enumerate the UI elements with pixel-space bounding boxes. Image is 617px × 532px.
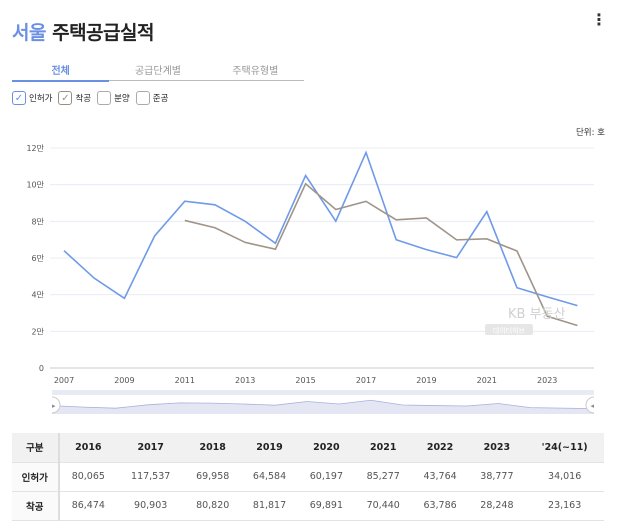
column-header: 2018	[184, 433, 242, 463]
checkbox-icon[interactable]	[97, 91, 112, 105]
table-cell: 28,248	[468, 491, 526, 521]
filter-sale[interactable]: 분양	[97, 91, 130, 105]
table-cell: 64,584	[241, 462, 298, 492]
row-header: 인허가	[12, 462, 60, 492]
watermark-sub: 데이터허브	[493, 326, 526, 335]
table-cell: 60,197	[297, 462, 355, 492]
table-cell: 69,958	[184, 462, 242, 492]
filter-label: 분양	[114, 94, 130, 104]
svg-text:◂▸: ◂▸	[590, 402, 594, 410]
x-tick-label: 2021	[477, 376, 497, 385]
series-line-1	[184, 182, 578, 327]
navigator-handle-left[interactable]: ◂▸	[52, 396, 61, 414]
x-tick-label: 2013	[235, 376, 255, 385]
tab-supply-stage[interactable]: 공급단계별	[134, 66, 181, 77]
filter-label: 준공	[152, 94, 169, 104]
column-header: 2021	[354, 433, 412, 463]
watermark-badge	[485, 324, 533, 335]
series-line-0	[63, 150, 578, 307]
title-text: 주택공급실적	[52, 22, 154, 44]
column-header: 2017	[117, 433, 185, 463]
table-cell: 86,474	[58, 491, 118, 521]
x-tick-label: 2011	[175, 376, 195, 385]
table-header-row: 구분 2016 2017 2018 2019 2020 2021 2022 2023'24(~1…	[12, 433, 604, 463]
row-header: 착공	[12, 491, 60, 521]
column-header: 구분	[12, 433, 60, 463]
y-tick-label: 12만	[26, 144, 44, 153]
navigator-handle-right[interactable]: ◂▸	[585, 396, 594, 414]
table-row: 착공 86,474 90,903 80,820 81,817 69,891 70,440 63…	[12, 491, 604, 521]
column-header: '24(~11)	[525, 433, 604, 463]
column-header: 2016	[58, 433, 118, 463]
y-tick-label: 4만	[32, 291, 45, 300]
table-cell: 80,065	[58, 462, 118, 492]
table-cell: 38,777	[468, 462, 526, 492]
city-name: 서울	[12, 22, 46, 44]
y-tick-label: 10만	[26, 181, 44, 190]
svg-text:◂▸: ◂▸	[52, 402, 56, 410]
table-cell: 70,440	[354, 491, 412, 521]
table-cell: 85,277	[354, 462, 412, 492]
column-header: 2020	[297, 433, 355, 463]
kebab-menu-icon[interactable]: ⋮	[591, 10, 607, 29]
tab-housing-type[interactable]: 주택유형별	[232, 66, 279, 77]
table-cell: 117,537	[117, 462, 185, 492]
x-tick-label: 2023	[537, 376, 557, 385]
x-tick-label: 2015	[295, 376, 315, 385]
filter-label: 착공	[75, 94, 92, 104]
series-filters: ✓ 인허가 ✓ 착공 분양 준공	[12, 91, 168, 105]
table-cell: 90,903	[117, 491, 185, 521]
filter-start[interactable]: ✓ 착공	[58, 91, 91, 105]
x-tick-label: 2007	[54, 376, 74, 385]
filter-complete[interactable]: 준공	[135, 91, 169, 105]
table-cell: 63,786	[411, 491, 469, 521]
table-row: 인허가 80,065 117,537 69,958 64,584 60,197 85,277…	[12, 462, 604, 492]
x-tick-label: 2009	[114, 376, 134, 385]
column-header: 2022	[411, 433, 469, 463]
data-table: 구분 2016 2017 2018 2019 2020 2021 2022 2023'24(~1…	[12, 433, 604, 521]
tab-all[interactable]: 전체	[12, 62, 110, 82]
table-cell: 69,891	[297, 491, 355, 521]
line-chart: 0 2만 4만 6만 8만 10만 12만 2007 2009 2011 2013 2015 2017 2…	[26, 144, 594, 385]
x-tick-label: 2017	[356, 376, 376, 385]
y-tick-label: 0	[39, 364, 44, 373]
watermark: KB 부동산	[508, 307, 565, 322]
page-title: 서울 주택공급실적	[12, 18, 154, 45]
filter-label: 인허가	[29, 94, 53, 104]
column-header: 2019	[241, 433, 298, 463]
range-navigator[interactable]: ◂▸ ◂▸	[52, 390, 594, 414]
x-tick-label: 2019	[416, 376, 436, 385]
y-tick-label: 2만	[32, 327, 45, 336]
table-cell: 43,764	[411, 462, 469, 492]
checkbox-checked-icon[interactable]: ✓	[12, 91, 26, 105]
filter-permit[interactable]: ✓ 인허가	[12, 91, 52, 105]
unit-label: 단위: 호	[575, 128, 605, 138]
table-cell: 80,820	[184, 491, 242, 521]
table-cell: 23,163	[525, 491, 604, 521]
y-tick-label: 6만	[32, 254, 45, 263]
column-header: 2023	[468, 433, 526, 463]
checkbox-icon[interactable]	[135, 91, 150, 105]
table-cell: 81,817	[241, 491, 298, 521]
y-tick-label: 8만	[32, 217, 45, 226]
tab-bar: 전체 공급단계별 주택유형별	[12, 62, 304, 82]
checkbox-checked-icon[interactable]: ✓	[58, 91, 73, 105]
table-cell: 34,016	[525, 462, 604, 492]
